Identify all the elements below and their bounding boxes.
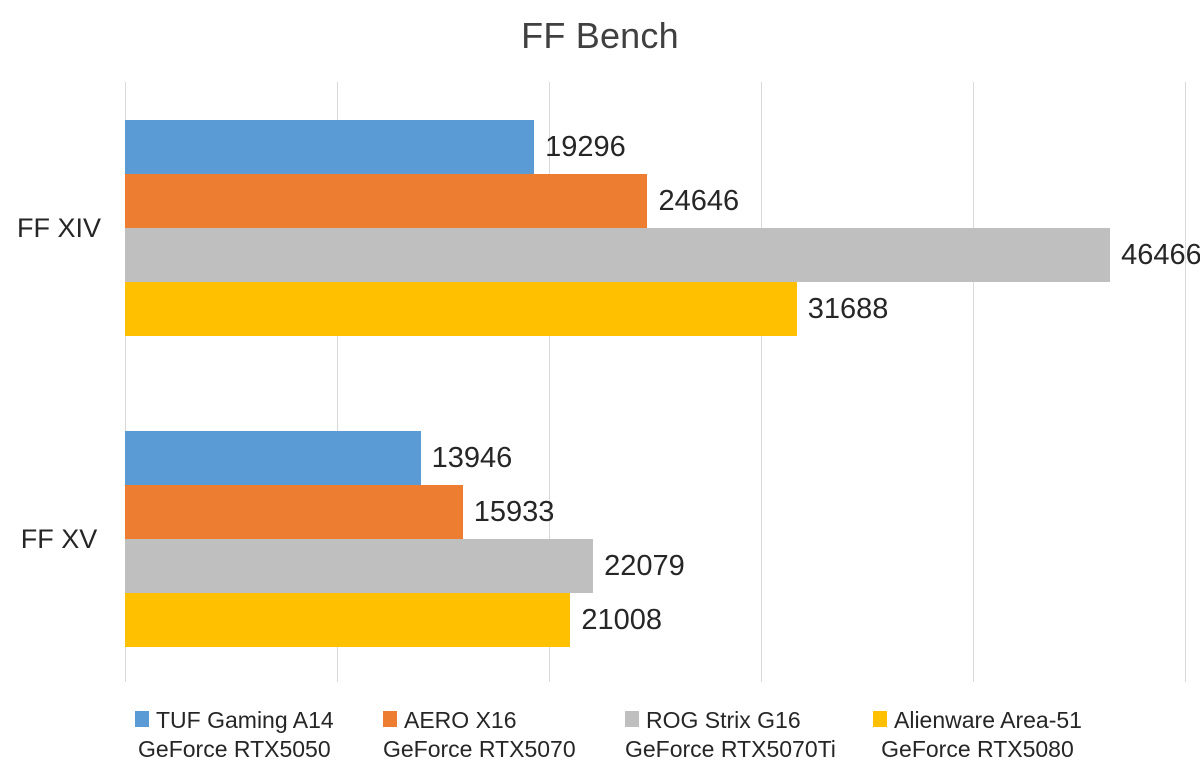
gridline-20000: [549, 82, 550, 682]
bar[interactable]: [125, 485, 463, 539]
bar-value-label: 31688: [807, 293, 889, 325]
bar-value-label: 46466: [1121, 239, 1200, 271]
category-label-ff-xv: FF XV: [20, 524, 98, 554]
legend-swatch-icon: [873, 711, 887, 727]
bar-value-label: 19296: [545, 131, 626, 163]
plot-area: 19296 24646 46466 31688 13946 15933 22079 21008: [125, 82, 1200, 682]
legend-label-line1: ROG Strix G16: [646, 707, 801, 733]
legend-label-line1: TUF Gaming A14: [156, 707, 334, 733]
legend-item[interactable]: AERO X16 GeForce RTX5070: [383, 706, 576, 764]
legend-swatch-icon: [383, 711, 397, 727]
legend-label-line2: GeForce RTX5070: [383, 736, 576, 762]
bar[interactable]: [125, 120, 535, 174]
legend-item[interactable]: Alienware Area-51 GeForce RTX5080: [873, 706, 1082, 764]
legend-label: ROG Strix G16 GeForce RTX5070Ti: [625, 706, 836, 764]
bar-value-label: 15933: [473, 496, 555, 528]
bar[interactable]: [125, 593, 571, 647]
legend-label-line2: GeForce RTX5080: [881, 736, 1074, 762]
legend-swatch-icon: [625, 711, 639, 727]
legend-label: TUF Gaming A14 GeForce RTX5050: [138, 706, 334, 764]
legend-label-line2: GeForce RTX5070Ti: [625, 736, 836, 762]
bar[interactable]: [125, 431, 421, 485]
legend-label-line1: Alienware Area-51: [894, 707, 1082, 733]
category-label-ff-xiv: FF XIV: [16, 213, 101, 243]
legend-item[interactable]: ROG Strix G16 GeForce RTX5070Ti: [625, 706, 836, 764]
bar[interactable]: [125, 228, 1111, 282]
legend-label: Alienware Area-51 GeForce RTX5080: [881, 706, 1082, 764]
bar[interactable]: [125, 539, 594, 593]
gridline-50000: [1185, 82, 1186, 682]
legend-label-line1: AERO X16: [404, 707, 517, 733]
bar[interactable]: [125, 174, 648, 228]
bar-value-label: 24646: [658, 185, 740, 217]
gridline-0: [125, 82, 126, 682]
legend-label-line2: GeForce RTX5050: [138, 736, 331, 762]
bar-value-label: 13946: [431, 442, 513, 474]
chart-legend: TUF Gaming A14 GeForce RTX5050 AERO X16 GeF…: [125, 706, 1185, 776]
gridline-30000: [761, 82, 762, 682]
bar[interactable]: [125, 282, 797, 336]
bar-value-label: 21008: [581, 604, 663, 636]
legend-label: AERO X16 GeForce RTX5070: [383, 706, 576, 764]
legend-item[interactable]: TUF Gaming A14 GeForce RTX5050: [135, 706, 334, 764]
gridline-10000: [337, 82, 338, 682]
bar-value-label: 22079: [604, 550, 685, 582]
chart-title: FF Bench: [521, 15, 679, 56]
gridline-40000: [973, 82, 974, 682]
legend-swatch-icon: [135, 711, 149, 727]
